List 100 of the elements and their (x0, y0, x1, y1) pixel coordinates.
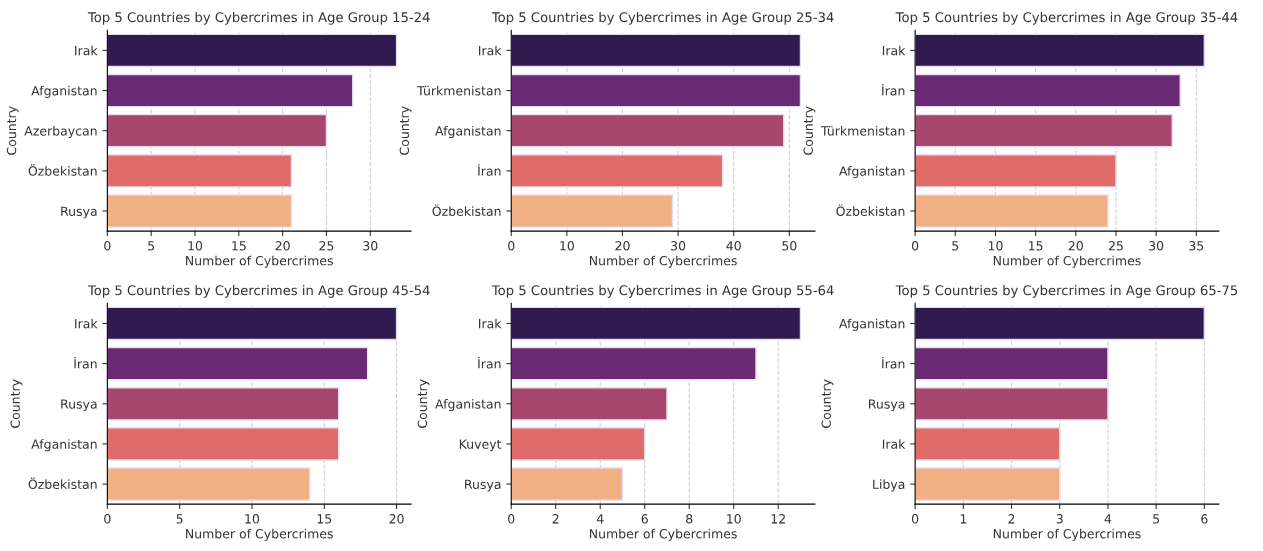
x-tick-label: 0 (104, 514, 111, 524)
chart-title: Top 5 Countries by Cybercrimes in Age Group 55-64 (491, 285, 834, 298)
bar (511, 113, 785, 148)
x-tick-label: 25 (319, 241, 334, 251)
x-tick-label: 10 (727, 514, 741, 524)
x-tick-label: 10 (560, 241, 574, 251)
x-axis-title: Number of Cybercrimes (186, 255, 333, 268)
x-tick-label: 0 (911, 241, 919, 251)
x-tick-label: 30 (671, 241, 686, 251)
x-tick-label: 15 (1029, 241, 1043, 251)
bar (511, 73, 802, 108)
y-tick-label: Afganistan (435, 125, 501, 139)
chart-title: Top 5 Countries by Cybercrimes in Age Group 15-24 (87, 11, 430, 25)
bar (511, 467, 624, 501)
x-tick-label: 30 (1149, 241, 1164, 251)
x-axis-title: Number of Cybercrimes (589, 528, 737, 541)
y-tick-label: Irak (75, 45, 98, 56)
chart-title: Top 5 Countries by Cybercrimes in Age Group 65-75 (895, 285, 1238, 298)
y-axis-title: Country (821, 379, 834, 428)
y-tick-label: İran (74, 356, 97, 369)
x-tick-label: 25 (1108, 241, 1123, 251)
y-tick-label: Özbekistan (432, 204, 501, 216)
x-tick-label: 50 (782, 241, 797, 251)
bar (915, 467, 1061, 501)
bar (915, 73, 1181, 108)
y-tick-label: Irak (75, 318, 98, 329)
bar (915, 387, 1109, 421)
x-tick-label: 6 (641, 514, 648, 524)
bar (511, 194, 674, 228)
y-axis-title: Country (417, 379, 430, 428)
y-tick-label: Azerbaycan (24, 125, 97, 139)
x-tick-label: 20 (275, 241, 290, 251)
y-tick-label: Türkmenistan (417, 85, 501, 96)
x-tick-label: 5 (176, 514, 183, 524)
y-axis-title: Country (803, 106, 816, 155)
chart-title: Top 5 Countries by Cybercrimes in Age Group 25-34 (491, 11, 834, 25)
bar (511, 306, 802, 341)
y-tick-label: Afganistan (31, 85, 97, 98)
bar (915, 427, 1061, 461)
y-tick-label: Afganistan (839, 318, 905, 331)
chart-title: Top 5 Countries by Cybercrimes in Age Group 45-54 (87, 285, 430, 298)
bar (511, 387, 668, 421)
bar (107, 427, 340, 461)
y-tick-label: İran (478, 164, 501, 176)
chart-title: Top 5 Countries by Cybercrimes in Age Group 35-44 (895, 11, 1238, 25)
x-tick-label: 0 (104, 241, 111, 251)
y-tick-label: Irak (479, 318, 502, 329)
y-tick-label: İran (478, 356, 501, 369)
y-tick-label: Rusya (465, 479, 501, 492)
bar (915, 194, 1109, 228)
x-tick-label: 5 (148, 241, 155, 251)
bar (915, 306, 1206, 341)
bar (915, 346, 1109, 381)
x-tick-label: 35 (1189, 241, 1204, 251)
x-tick-label: 20 (1068, 241, 1083, 251)
x-tick-label: 15 (317, 514, 332, 524)
bar (511, 346, 757, 381)
bar (107, 73, 354, 108)
y-tick-label: Afganistan (31, 439, 97, 452)
x-tick-label: 3 (1056, 514, 1063, 524)
x-axis-title: Number of Cybercrimes (993, 255, 1141, 268)
x-tick-label: 8 (686, 514, 693, 524)
x-tick-label: 5 (1153, 514, 1160, 524)
x-tick-label: 0 (911, 514, 919, 524)
bar (107, 33, 398, 68)
x-tick-label: 1 (960, 514, 967, 524)
y-tick-label: Rusya (869, 399, 905, 412)
y-tick-label: Türkmenistan (820, 125, 905, 136)
y-tick-label: Özbekistan (28, 477, 97, 490)
y-tick-label: İran (882, 83, 905, 96)
bar (107, 346, 369, 381)
x-tick-label: 20 (389, 514, 404, 524)
x-tick-label: 0 (508, 241, 515, 251)
bar (107, 387, 340, 421)
y-tick-label: Özbekistan (836, 204, 905, 216)
bar (511, 427, 646, 461)
y-tick-label: Kuveyt (459, 439, 502, 452)
bar (107, 113, 328, 148)
x-tick-label: 10 (245, 514, 260, 524)
x-tick-label: 10 (988, 241, 1003, 251)
y-axis-title: Country (399, 106, 412, 155)
x-tick-label: 15 (232, 241, 246, 251)
y-tick-label: Irak (882, 45, 906, 56)
x-axis-title: Number of Cybercrimes (589, 255, 737, 268)
y-axis-title: Country (6, 106, 19, 155)
x-tick-label: 4 (596, 514, 604, 524)
x-tick-label: 20 (615, 241, 630, 251)
y-tick-label: Afganistan (435, 399, 501, 412)
bar (107, 154, 293, 188)
y-tick-label: Özbekistan (28, 164, 97, 176)
y-axis-title: Country (10, 379, 23, 428)
x-tick-label: 40 (726, 241, 741, 251)
y-tick-label: Irak (479, 45, 502, 56)
bar (915, 113, 1173, 148)
x-tick-label: 5 (952, 241, 959, 251)
y-tick-label: Irak (882, 439, 906, 449)
x-axis-title: Number of Cybercrimes (993, 528, 1141, 541)
x-tick-label: 30 (363, 241, 378, 251)
x-tick-label: 4 (1104, 514, 1112, 524)
x-tick-label: 2 (1008, 514, 1015, 524)
